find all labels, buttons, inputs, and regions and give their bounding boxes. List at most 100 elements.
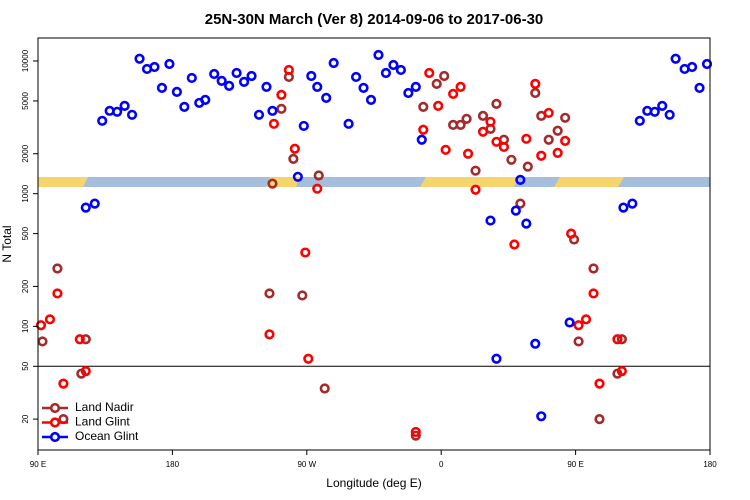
point — [261, 81, 272, 92]
point — [37, 336, 48, 347]
point — [276, 103, 287, 114]
point — [288, 153, 299, 164]
point — [156, 82, 168, 93]
point — [276, 89, 287, 101]
point — [97, 115, 108, 126]
point — [292, 171, 303, 182]
point — [543, 134, 554, 145]
legend-marker — [49, 431, 61, 443]
point — [179, 101, 190, 112]
point — [543, 107, 554, 119]
point — [657, 100, 668, 111]
point — [560, 112, 571, 123]
point — [627, 198, 638, 209]
point — [418, 124, 429, 135]
point — [462, 148, 474, 159]
band-land — [38, 177, 88, 187]
point — [594, 378, 605, 389]
point — [319, 383, 330, 394]
point — [52, 288, 63, 299]
band-land — [420, 177, 520, 187]
point — [306, 70, 317, 82]
point — [312, 183, 323, 194]
point — [297, 290, 308, 301]
point — [264, 329, 275, 340]
point — [44, 314, 56, 325]
point — [112, 106, 123, 117]
point — [171, 86, 182, 97]
point — [485, 215, 496, 226]
x-tick-label: 90 E — [567, 460, 583, 469]
y-tick-label: 100 — [21, 319, 30, 333]
point — [35, 320, 47, 331]
y-axis-label: N Total — [0, 225, 14, 262]
point — [477, 126, 489, 137]
point — [231, 67, 242, 79]
point — [552, 125, 563, 136]
point — [485, 116, 496, 127]
point — [580, 314, 592, 325]
point — [328, 57, 339, 69]
point — [530, 87, 541, 99]
point — [498, 141, 510, 153]
point — [433, 100, 444, 111]
point — [522, 161, 533, 172]
chart-title: 25N-30N March (Ver 8) 2014-09-06 to 2017… — [205, 11, 544, 28]
point — [491, 98, 502, 109]
point — [573, 320, 584, 331]
point — [186, 72, 197, 84]
point — [80, 334, 91, 345]
point — [521, 133, 532, 144]
y-tick-label: 50 — [21, 361, 30, 370]
point — [358, 82, 369, 93]
point — [350, 71, 362, 83]
point — [566, 228, 577, 239]
point — [264, 288, 275, 299]
point — [431, 78, 442, 89]
point — [395, 64, 406, 76]
legend-marker — [49, 402, 61, 414]
point — [74, 334, 85, 345]
point — [506, 154, 517, 165]
point — [588, 288, 599, 299]
point — [461, 113, 472, 125]
point — [616, 334, 627, 345]
point — [594, 414, 605, 425]
legend-label: Land Nadir — [75, 400, 134, 414]
point — [238, 76, 250, 87]
point — [80, 202, 91, 213]
point — [119, 100, 130, 111]
point — [616, 366, 627, 377]
point — [134, 53, 145, 64]
point — [268, 118, 280, 129]
point — [686, 61, 698, 73]
point — [470, 165, 481, 176]
point — [126, 109, 138, 120]
point — [455, 81, 466, 92]
point — [530, 338, 541, 349]
point — [80, 366, 91, 377]
point — [694, 82, 705, 93]
point — [588, 263, 599, 274]
point — [343, 118, 354, 129]
point — [52, 263, 63, 274]
point — [380, 67, 392, 79]
point — [246, 70, 257, 82]
point — [303, 353, 314, 364]
point — [313, 170, 324, 181]
point — [530, 78, 541, 89]
point — [373, 49, 384, 61]
y-tick-label: 1000 — [21, 184, 30, 202]
point — [267, 105, 278, 116]
band-land — [554, 177, 624, 187]
point — [439, 70, 450, 82]
point — [670, 53, 681, 64]
point — [403, 87, 414, 99]
point — [618, 202, 629, 213]
point — [283, 64, 294, 76]
x-tick-label: 180 — [703, 460, 717, 469]
point — [300, 247, 311, 258]
y-tick-label: 500 — [21, 226, 30, 240]
point — [573, 336, 584, 347]
x-axis-label: Longitude (deg E) — [326, 476, 421, 490]
